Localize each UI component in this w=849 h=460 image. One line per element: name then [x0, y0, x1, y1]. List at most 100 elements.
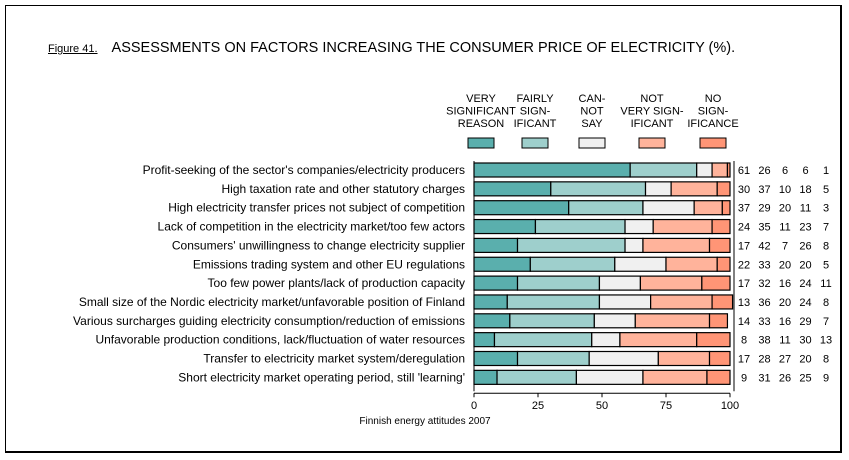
legend-label-line: NOT [580, 106, 604, 118]
bar-segment [473, 369, 498, 385]
figure-frame [5, 5, 842, 453]
bar-segment [644, 181, 672, 197]
bar-segment [473, 313, 511, 329]
legend-label-line: NO [705, 93, 722, 105]
bar-segment [696, 332, 731, 348]
bar-segment [624, 218, 654, 235]
value-label: 3 [823, 203, 829, 215]
bar-segment [642, 237, 711, 253]
legend-label-line: IFICANCE [687, 118, 738, 130]
legend-label-line: VERY [466, 93, 496, 105]
category-label: High electricity transfer prices not sub… [168, 201, 465, 215]
x-tick-label: 25 [532, 400, 544, 412]
bar-segment [473, 350, 519, 367]
value-label: 33 [758, 259, 770, 271]
category-label: Transfer to electricity market system/de… [203, 352, 465, 366]
bar-segment [642, 200, 695, 216]
value-label: 8 [823, 240, 829, 252]
bar-segment [657, 350, 711, 367]
value-label: 8 [823, 297, 829, 309]
x-tick-label: 50 [596, 400, 608, 412]
value-label: 31 [758, 372, 770, 384]
legend-label-line: SAY [581, 118, 603, 130]
value-label: 24 [738, 222, 750, 234]
value-label: 30 [738, 184, 750, 196]
bar-segment [706, 369, 731, 385]
value-label: 5 [823, 259, 829, 271]
bar-segment [650, 294, 713, 310]
bar-segment [588, 350, 659, 367]
bar-segment [639, 275, 703, 291]
value-label: 25 [799, 372, 811, 384]
value-label: 11 [779, 335, 790, 347]
value-label: 26 [758, 165, 770, 177]
bar-segment [473, 200, 570, 216]
legend-label-line: SIGN- [698, 106, 729, 118]
value-label: 14 [738, 316, 750, 328]
value-label: 20 [779, 203, 791, 215]
value-label: 27 [779, 354, 791, 366]
bar-segment [509, 313, 595, 329]
bar-segment [496, 369, 578, 385]
value-label: 1 [823, 165, 829, 177]
legend-label-line: SIGNIFICANT [446, 106, 516, 118]
bar-segment [716, 256, 731, 272]
bar-segment [598, 294, 652, 310]
category-label: High taxation rate and other statutory c… [222, 182, 465, 196]
bar-segment [473, 294, 508, 310]
bar-segment [516, 275, 601, 291]
bar-segment [634, 313, 711, 329]
chart-title: ASSESSMENTS ON FACTORS INCREASING THE CO… [111, 40, 736, 56]
bar-segment [516, 350, 590, 367]
value-label: 16 [779, 316, 791, 328]
bar-segment [534, 218, 626, 235]
legend-label-line: NOT [640, 93, 664, 105]
bar-segment [550, 181, 647, 197]
category-label: Lack of competition in the electricity m… [158, 220, 465, 234]
bar-segment [473, 332, 496, 348]
value-label: 10 [779, 184, 791, 196]
bar-segment [473, 237, 519, 253]
category-label: Small size of the Nordic electricity mar… [79, 295, 465, 309]
legend-label-line: CAN- [579, 93, 606, 105]
value-label: 5 [823, 184, 829, 196]
bar-segment [708, 350, 731, 367]
bar-segment [614, 256, 667, 272]
value-label: 30 [799, 335, 811, 347]
bar-segment [493, 332, 593, 348]
legend-label-line: IFICANT [514, 118, 557, 130]
legend-swatch [699, 137, 727, 149]
bar-segment [473, 181, 552, 197]
value-label: 61 [738, 165, 750, 177]
value-label: 37 [738, 203, 750, 215]
bar-segment [708, 237, 731, 253]
value-label: 29 [758, 203, 770, 215]
bar-segment [716, 181, 731, 197]
bar-segment [696, 162, 713, 178]
bar-segment [598, 275, 642, 291]
bar-segment [473, 275, 519, 291]
value-label: 16 [779, 278, 791, 290]
category-label: Too few power plants/lack of production … [208, 276, 465, 290]
value-label: 17 [738, 354, 750, 366]
bar-segment [591, 332, 621, 348]
value-label: 20 [799, 259, 811, 271]
category-label: Profit-seeking of the sector's companies… [143, 163, 465, 177]
value-label: 26 [779, 372, 791, 384]
bar-segment [693, 200, 723, 216]
category-label: Unfavorable production conditions, lack/… [95, 333, 465, 347]
category-label: Short electricity market operating perio… [178, 370, 465, 384]
bar-segment [593, 313, 636, 329]
bar-segment [642, 369, 708, 385]
legend-swatch [638, 137, 666, 149]
bar-segment [711, 294, 734, 310]
legend-swatch [521, 137, 549, 149]
value-label: 26 [799, 240, 811, 252]
category-labels: Profit-seeking of the sector's companies… [73, 163, 465, 384]
value-label: 20 [799, 354, 811, 366]
value-label: 11 [800, 203, 811, 215]
source-note: Finnish energy attitudes 2007 [359, 416, 491, 427]
value-label: 33 [758, 316, 770, 328]
value-label: 24 [799, 278, 811, 290]
value-label: 36 [758, 297, 770, 309]
